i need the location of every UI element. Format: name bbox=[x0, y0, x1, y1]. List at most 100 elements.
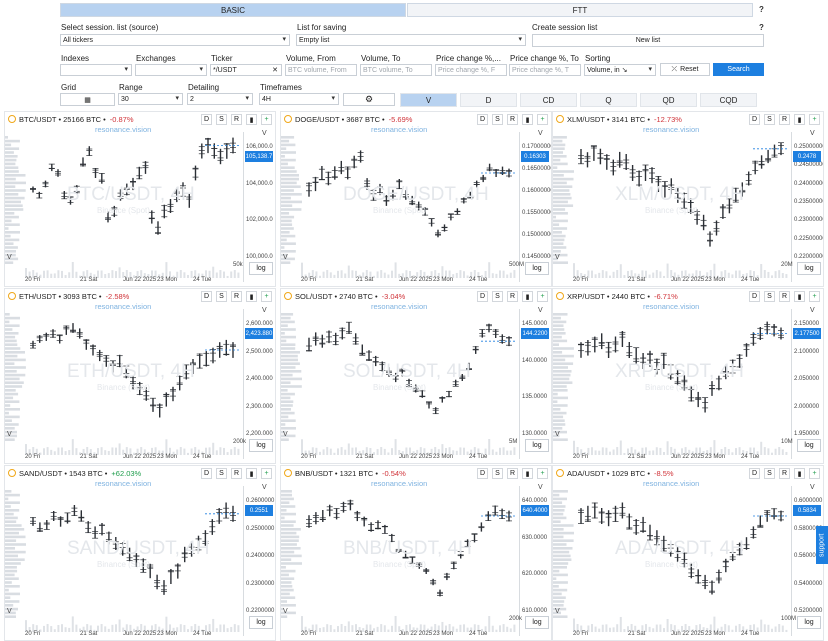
panel-r-button[interactable]: R bbox=[507, 468, 518, 479]
panel-symbol[interactable]: BTC/USDT bbox=[19, 115, 57, 124]
exchanges-dropdown[interactable] bbox=[135, 64, 207, 76]
list-for-saving-dropdown[interactable]: Empty list bbox=[296, 34, 526, 46]
new-list-button[interactable]: New list bbox=[532, 34, 764, 47]
timeframe-cd[interactable]: CD bbox=[520, 93, 577, 107]
select-session-dropdown[interactable]: All tickers bbox=[60, 34, 290, 46]
volume-bar bbox=[649, 451, 651, 455]
x-tick-label: 23 Mon bbox=[433, 454, 453, 460]
file-icon[interactable]: ▮ bbox=[794, 291, 805, 302]
add-icon[interactable]: + bbox=[261, 468, 272, 479]
panel-d-button[interactable]: D bbox=[201, 468, 212, 479]
timeframe-qd[interactable]: QD bbox=[640, 93, 697, 107]
log-button[interactable]: log bbox=[249, 616, 273, 629]
price-change-to-input[interactable]: Price change %, T bbox=[509, 64, 581, 76]
log-button[interactable]: log bbox=[525, 439, 549, 452]
panel-s-button[interactable]: S bbox=[764, 291, 775, 302]
panel-d-button[interactable]: D bbox=[749, 468, 760, 479]
indexes-dropdown[interactable] bbox=[60, 64, 132, 76]
panel-r-button[interactable]: R bbox=[231, 114, 242, 125]
grid-button[interactable]: ▦ bbox=[60, 93, 115, 106]
log-button[interactable]: log bbox=[525, 616, 549, 629]
tab-ftt[interactable]: FTT bbox=[407, 3, 753, 17]
panel-s-button[interactable]: S bbox=[764, 468, 775, 479]
panel-symbol[interactable]: ETH/USDT bbox=[19, 292, 57, 301]
clear-icon[interactable]: ✕ bbox=[272, 66, 278, 74]
panel-s-button[interactable]: S bbox=[492, 291, 503, 302]
range-dropdown[interactable]: 30 bbox=[118, 93, 183, 105]
add-icon[interactable]: + bbox=[809, 291, 820, 302]
panel-s-button[interactable]: S bbox=[492, 114, 503, 125]
file-icon[interactable]: ▮ bbox=[794, 468, 805, 479]
panel-r-button[interactable]: R bbox=[231, 291, 242, 302]
add-icon[interactable]: + bbox=[261, 291, 272, 302]
help-icon-create[interactable]: ? bbox=[759, 23, 764, 32]
sorting-dropdown[interactable]: Volume, in ↘ bbox=[584, 64, 656, 76]
log-button[interactable]: log bbox=[797, 262, 821, 275]
panel-d-button[interactable]: D bbox=[201, 291, 212, 302]
panel-r-button[interactable]: R bbox=[507, 114, 518, 125]
panel-symbol[interactable]: ADA/USDT bbox=[567, 469, 605, 478]
file-icon[interactable]: ▮ bbox=[246, 468, 257, 479]
panel-volume-btc: 3093 BTC bbox=[63, 292, 97, 301]
volume-to-input[interactable]: BTC volume, To bbox=[360, 64, 432, 76]
log-button[interactable]: log bbox=[797, 439, 821, 452]
panel-r-button[interactable]: R bbox=[231, 468, 242, 479]
panel-d-button[interactable]: D bbox=[749, 291, 760, 302]
file-icon[interactable]: ▮ bbox=[246, 114, 257, 125]
timeframe-q[interactable]: Q bbox=[580, 93, 637, 107]
panel-d-button[interactable]: D bbox=[477, 291, 488, 302]
add-icon[interactable]: + bbox=[537, 114, 548, 125]
volume-profile-bar bbox=[5, 362, 14, 365]
timeframe-d[interactable]: D bbox=[460, 93, 517, 107]
add-icon[interactable]: + bbox=[537, 468, 548, 479]
add-icon[interactable]: + bbox=[809, 468, 820, 479]
ticker-input[interactable]: */USDT ✕ bbox=[210, 64, 282, 76]
log-button[interactable]: log bbox=[249, 262, 273, 275]
panel-r-button[interactable]: R bbox=[779, 114, 790, 125]
timeframes-dropdown[interactable]: 4H bbox=[259, 93, 339, 105]
panel-r-button[interactable]: R bbox=[507, 291, 518, 302]
file-icon[interactable]: ▮ bbox=[522, 114, 533, 125]
log-button[interactable]: log bbox=[249, 439, 273, 452]
add-icon[interactable]: + bbox=[537, 291, 548, 302]
panel-symbol[interactable]: SAND/USDT bbox=[19, 469, 62, 478]
file-icon[interactable]: ▮ bbox=[522, 291, 533, 302]
log-button[interactable]: log bbox=[797, 616, 821, 629]
support-tab[interactable]: support bbox=[816, 526, 828, 564]
reset-button[interactable]: ⤫ Reset bbox=[660, 63, 710, 76]
file-icon[interactable]: ▮ bbox=[246, 291, 257, 302]
panel-s-button[interactable]: S bbox=[216, 114, 227, 125]
volume-profile-bar bbox=[553, 539, 574, 542]
panel-symbol[interactable]: XLM/USDT bbox=[567, 115, 605, 124]
file-icon[interactable]: ▮ bbox=[794, 114, 805, 125]
panel-d-button[interactable]: D bbox=[477, 114, 488, 125]
settings-button[interactable]: ⚙ bbox=[343, 93, 395, 106]
panel-symbol[interactable]: SOL/USDT bbox=[295, 292, 333, 301]
tab-basic[interactable]: BASIC bbox=[60, 3, 406, 17]
add-icon[interactable]: + bbox=[261, 114, 272, 125]
panel-symbol[interactable]: BNB/USDT bbox=[295, 469, 333, 478]
panel-s-button[interactable]: S bbox=[216, 291, 227, 302]
panel-d-button[interactable]: D bbox=[749, 114, 760, 125]
search-button[interactable]: Search bbox=[713, 63, 764, 76]
timeframe-cqd[interactable]: CQD bbox=[700, 93, 757, 107]
help-icon[interactable]: ? bbox=[759, 5, 764, 14]
panel-symbol[interactable]: DOGE/USDT bbox=[295, 115, 340, 124]
panel-d-button[interactable]: D bbox=[201, 114, 212, 125]
price-change-from-label: Price change %,... bbox=[436, 54, 501, 63]
log-button[interactable]: log bbox=[525, 262, 549, 275]
panel-r-button[interactable]: R bbox=[779, 291, 790, 302]
panel-symbol[interactable]: XRP/USDT bbox=[567, 292, 605, 301]
panel-s-button[interactable]: S bbox=[492, 468, 503, 479]
volume-from-input[interactable]: BTC volume, From bbox=[285, 64, 357, 76]
panel-r-button[interactable]: R bbox=[779, 468, 790, 479]
price-change-from-input[interactable]: Price change %, F bbox=[435, 64, 507, 76]
panel-s-button[interactable]: S bbox=[216, 468, 227, 479]
timeframe-v[interactable]: V bbox=[400, 93, 457, 107]
ticker-value: */USDT bbox=[213, 67, 237, 74]
panel-d-button[interactable]: D bbox=[477, 468, 488, 479]
panel-s-button[interactable]: S bbox=[764, 114, 775, 125]
detailing-dropdown[interactable]: 2 bbox=[187, 93, 253, 105]
add-icon[interactable]: + bbox=[809, 114, 820, 125]
file-icon[interactable]: ▮ bbox=[522, 468, 533, 479]
